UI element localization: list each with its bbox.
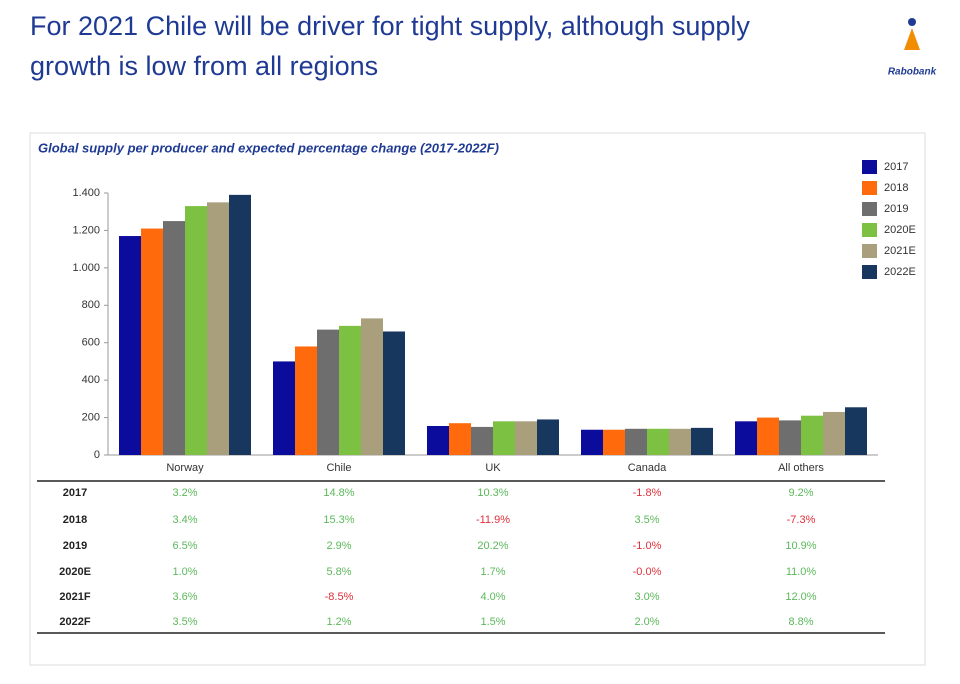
table-cell: 15.3% bbox=[323, 514, 354, 526]
x-tick-label: All others bbox=[778, 462, 824, 474]
row-label: 2021F bbox=[59, 591, 90, 603]
legend-swatch bbox=[862, 265, 877, 279]
bar bbox=[625, 428, 647, 455]
legend-label: 2020E bbox=[884, 224, 916, 236]
bar bbox=[229, 194, 251, 455]
y-tick-label: 400 bbox=[82, 374, 100, 386]
bar bbox=[361, 318, 383, 455]
bar bbox=[515, 421, 537, 455]
bar bbox=[185, 206, 207, 455]
bar bbox=[735, 421, 757, 455]
legend-swatch bbox=[862, 181, 877, 195]
bar bbox=[207, 202, 229, 455]
bar bbox=[757, 417, 779, 455]
bar bbox=[471, 426, 493, 455]
table-cell: 12.0% bbox=[785, 591, 816, 603]
bar bbox=[691, 427, 713, 455]
table-cell: 1.0% bbox=[172, 566, 197, 578]
legend-swatch bbox=[862, 202, 877, 216]
table-cell: 11.0% bbox=[786, 566, 817, 578]
table-cell: -1.8% bbox=[633, 487, 662, 499]
y-tick-label: 600 bbox=[82, 337, 100, 349]
table-cell: 1.5% bbox=[480, 616, 505, 628]
slide-title: For 2021 Chile will be driver for tight … bbox=[30, 11, 750, 41]
table-cell: 8.8% bbox=[788, 616, 813, 628]
table-cell: 6.5% bbox=[172, 540, 197, 552]
bar bbox=[581, 429, 603, 455]
slide-title: growth is low from all regions bbox=[30, 51, 378, 81]
bar bbox=[427, 425, 449, 455]
table-cell: -0.0% bbox=[633, 566, 662, 578]
y-tick-label: 200 bbox=[82, 411, 100, 423]
legend-swatch bbox=[862, 223, 877, 237]
bar bbox=[449, 423, 471, 455]
y-tick-label: 1.000 bbox=[72, 262, 100, 274]
bar bbox=[141, 228, 163, 455]
legend-label: 2017 bbox=[884, 161, 908, 173]
logo: Rabobank bbox=[888, 18, 937, 78]
row-label: 2022F bbox=[59, 616, 90, 628]
y-tick-label: 0 bbox=[94, 449, 100, 461]
row-label: 2017 bbox=[63, 487, 87, 499]
table-cell: 3.2% bbox=[172, 487, 197, 499]
table-cell: 3.6% bbox=[172, 591, 197, 603]
bar bbox=[383, 331, 405, 455]
bar bbox=[339, 325, 361, 455]
y-tick-label: 1.400 bbox=[72, 187, 100, 199]
table-cell: 10.3% bbox=[477, 487, 508, 499]
bar bbox=[537, 419, 559, 455]
table-cell: 1.2% bbox=[326, 616, 351, 628]
legend-swatch bbox=[862, 160, 877, 174]
table-cell: 3.5% bbox=[634, 514, 659, 526]
bar bbox=[603, 429, 625, 455]
legend-label: 2018 bbox=[884, 182, 908, 194]
table-cell: -11.9% bbox=[476, 514, 510, 526]
table-cell: 20.2% bbox=[477, 540, 508, 552]
table-cell: -7.3% bbox=[787, 514, 816, 526]
table-cell: -1.0% bbox=[633, 540, 662, 552]
bar bbox=[493, 421, 515, 455]
row-label: 2018 bbox=[63, 514, 87, 526]
table-cell: 5.8% bbox=[326, 566, 351, 578]
legend-label: 2022E bbox=[884, 266, 916, 278]
table-cell: 2.0% bbox=[634, 616, 659, 628]
x-tick-label: Canada bbox=[628, 462, 667, 474]
bar bbox=[669, 428, 691, 455]
y-tick-label: 800 bbox=[82, 299, 100, 311]
row-label: 2019 bbox=[63, 540, 87, 552]
bar bbox=[823, 411, 845, 455]
legend-swatch bbox=[862, 244, 877, 258]
logo-text: Rabobank bbox=[888, 67, 937, 78]
x-tick-label: UK bbox=[485, 462, 501, 474]
table-cell: 1.7% bbox=[480, 566, 505, 578]
table-cell: 14.8% bbox=[323, 487, 354, 499]
table-cell: 3.5% bbox=[172, 616, 197, 628]
bar bbox=[779, 420, 801, 455]
bar bbox=[845, 407, 867, 455]
table-cell: -8.5% bbox=[325, 591, 354, 603]
table-cell: 2.9% bbox=[326, 540, 351, 552]
table-cell: 4.0% bbox=[480, 591, 505, 603]
table-cell: 3.0% bbox=[634, 591, 659, 603]
bar bbox=[295, 346, 317, 455]
x-tick-label: Norway bbox=[166, 462, 204, 474]
bar bbox=[317, 329, 339, 455]
x-tick-label: Chile bbox=[326, 462, 351, 474]
legend-label: 2021E bbox=[884, 245, 916, 257]
bar bbox=[273, 361, 295, 455]
table-cell: 9.2% bbox=[788, 487, 813, 499]
bar bbox=[163, 221, 185, 455]
row-label: 2020E bbox=[59, 566, 91, 578]
table-cell: 3.4% bbox=[172, 514, 197, 526]
bar bbox=[647, 428, 669, 455]
bar bbox=[801, 415, 823, 455]
table-cell: 10.9% bbox=[785, 540, 816, 552]
y-tick-label: 1.200 bbox=[72, 224, 100, 236]
chart-title: Global supply per producer and expected … bbox=[38, 140, 499, 155]
legend-label: 2019 bbox=[884, 203, 908, 215]
bar bbox=[119, 236, 141, 455]
